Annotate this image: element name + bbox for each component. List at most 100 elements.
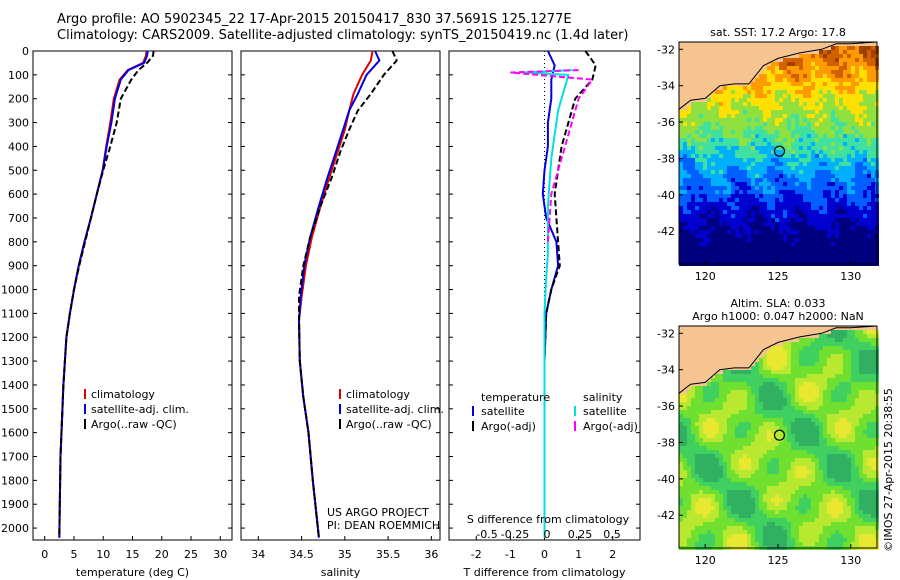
map-cell [783,62,787,66]
map-cell [827,450,831,454]
map-cell [711,378,715,382]
map-cell [703,194,707,198]
map-cell [779,110,783,114]
map-cell [823,486,827,490]
map-cell [679,158,683,162]
map-cell [795,406,799,410]
map-cell [711,494,715,498]
map-cell [859,214,863,218]
map-cell [863,458,867,462]
map-cell [799,110,803,114]
map-cell [851,514,855,518]
map-cell [847,70,851,74]
map-cell [723,434,727,438]
map-cell [767,186,771,190]
map-cell [871,150,875,154]
map-cell [823,70,827,74]
map-cell [815,114,819,118]
map-cell [827,446,831,450]
map-cell [703,466,707,470]
map-cell [871,46,875,50]
map-cell [707,386,711,390]
map-cell [711,506,715,510]
map-cell [703,430,707,434]
map-cell [855,150,859,154]
map-cell [871,58,875,62]
map-cell [811,250,815,254]
map-cell [815,134,819,138]
map-cell [679,162,683,166]
map-cell [727,206,731,210]
map-cell [735,250,739,254]
map-cell [819,346,823,350]
map-cell [839,218,843,222]
map-cell [783,350,787,354]
map-cell [687,486,691,490]
map-cell [723,146,727,150]
map-cell [859,250,863,254]
map-cell [871,522,875,526]
map-cell [711,474,715,478]
map-cell [859,514,863,518]
map-cell [711,490,715,494]
map-cell [727,414,731,418]
map-cell [747,246,751,250]
map-cell [755,182,759,186]
map-cell [803,390,807,394]
map-cell [807,186,811,190]
map-cell [743,114,747,118]
map-cell [859,118,863,122]
map-cell [867,470,871,474]
map-cell [755,102,759,106]
map-cell [863,150,867,154]
map-cell [767,354,771,358]
map-cell [743,438,747,442]
map-cell [839,342,843,346]
map-cell [851,154,855,158]
map-cell [819,434,823,438]
map-lon-label: 125 [768,270,789,283]
map-cell [763,82,767,86]
map-cell [835,182,839,186]
map-cell [871,370,875,374]
map-cell [863,206,867,210]
map-cell [843,146,847,150]
map-cell [787,490,791,494]
sla-map [678,325,879,550]
map-cell [863,190,867,194]
map-cell [851,114,855,118]
map-cell [823,406,827,410]
map-cell [815,494,819,498]
map-cell [851,378,855,382]
map-cell [851,438,855,442]
map-cell [691,458,695,462]
map-cell [863,246,867,250]
map-cell [867,234,871,238]
map-cell [871,490,875,494]
map-cell [683,190,687,194]
map-cell [707,254,711,258]
map-cell [703,502,707,506]
map-cell [843,330,847,334]
map-cell [811,114,815,118]
map-cell [863,250,867,254]
map-cell [779,238,783,242]
map-cell [751,474,755,478]
map-cell [723,250,727,254]
map-cell [771,146,775,150]
map-lat-label: -40 [657,189,675,202]
map-cell [707,414,711,418]
map-cell [735,402,739,406]
map-cell [807,178,811,182]
map-cell [759,466,763,470]
map-cell [759,390,763,394]
map-cell [743,406,747,410]
map-cell [827,338,831,342]
map-cell [787,238,791,242]
map-cell [707,170,711,174]
map-cell [771,122,775,126]
map-cell [811,234,815,238]
map-cell [775,410,779,414]
map-cell [739,158,743,162]
map-cell [771,210,775,214]
